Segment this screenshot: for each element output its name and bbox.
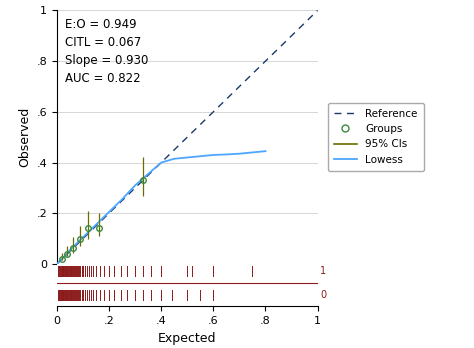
Y-axis label: Observed: Observed (18, 107, 31, 167)
X-axis label: Expected: Expected (158, 332, 217, 345)
Text: 1: 1 (320, 266, 326, 276)
Legend: Reference, Groups, 95% CIs, Lowess: Reference, Groups, 95% CIs, Lowess (328, 103, 424, 171)
Text: 0: 0 (320, 290, 326, 300)
Text: E:O = 0.949
CITL = 0.067
Slope = 0.930
AUC = 0.822: E:O = 0.949 CITL = 0.067 Slope = 0.930 A… (64, 18, 148, 85)
